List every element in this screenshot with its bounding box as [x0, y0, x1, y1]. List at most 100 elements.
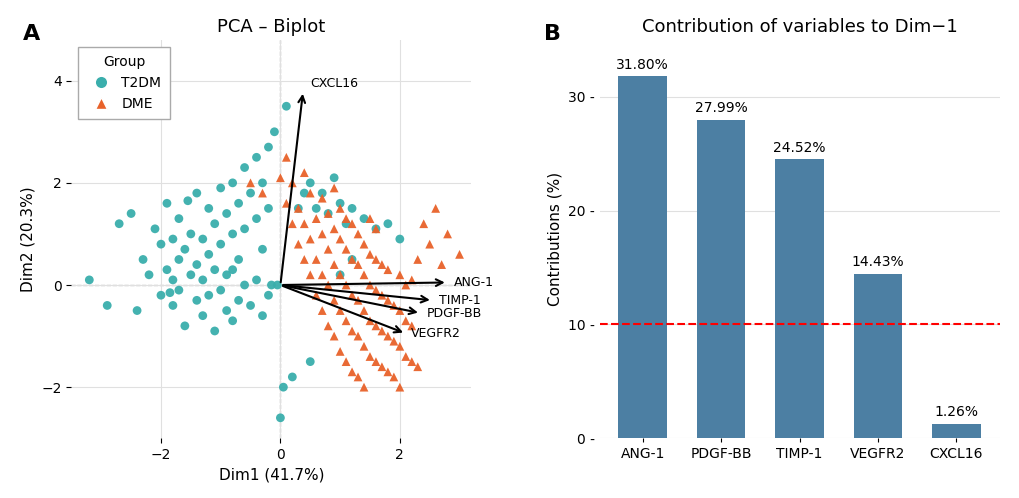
Point	[243, 189, 259, 197]
Point	[337, 281, 354, 289]
Point	[331, 271, 347, 279]
Point	[170, 286, 186, 294]
Point	[326, 225, 342, 233]
Point	[368, 358, 384, 366]
Point	[302, 189, 318, 197]
Point	[248, 276, 264, 284]
Point	[337, 358, 354, 366]
Point	[391, 271, 408, 279]
Point	[343, 327, 360, 335]
Point	[207, 327, 223, 335]
Point	[99, 301, 115, 309]
Point	[410, 255, 426, 263]
Point	[284, 220, 301, 228]
Point	[350, 260, 366, 268]
Point	[368, 225, 384, 233]
Point	[362, 215, 378, 223]
Point	[331, 204, 347, 212]
Y-axis label: Contributions (%): Contributions (%)	[546, 172, 561, 306]
Point	[224, 230, 240, 238]
Title: Contribution of variables to Dim−1: Contribution of variables to Dim−1	[641, 17, 957, 35]
Point	[201, 250, 217, 258]
Point	[391, 235, 408, 243]
Point	[356, 215, 372, 223]
Point	[201, 291, 217, 299]
Point	[368, 286, 384, 294]
Point	[159, 199, 175, 207]
Point	[260, 204, 276, 212]
Point	[296, 220, 312, 228]
Point	[176, 246, 193, 253]
Title: PCA – Biplot: PCA – Biplot	[217, 17, 325, 35]
Point	[182, 230, 199, 238]
Point	[410, 363, 426, 371]
Point	[415, 220, 431, 228]
Text: CXCL16: CXCL16	[310, 77, 358, 90]
Point	[278, 199, 294, 207]
Point	[314, 271, 330, 279]
Point	[379, 220, 395, 228]
Point	[343, 204, 360, 212]
Point	[296, 169, 312, 177]
Point	[379, 332, 395, 340]
Point	[147, 225, 163, 233]
Point	[397, 317, 414, 325]
Point	[326, 332, 342, 340]
Point	[230, 199, 247, 207]
Point	[379, 368, 395, 376]
Point	[212, 184, 228, 192]
Point	[314, 307, 330, 315]
Point	[123, 210, 140, 218]
X-axis label: Dim1 (41.7%): Dim1 (41.7%)	[218, 468, 324, 483]
Point	[320, 210, 336, 218]
Point	[289, 204, 306, 212]
Point	[404, 358, 420, 366]
Point	[254, 189, 270, 197]
Point	[404, 322, 420, 330]
Point	[404, 276, 420, 284]
Point	[302, 179, 318, 187]
Point	[254, 246, 270, 253]
Point	[278, 102, 294, 110]
Point	[128, 307, 145, 315]
Point	[284, 179, 301, 187]
Point	[362, 250, 378, 258]
Point	[135, 255, 151, 263]
Y-axis label: Dim2 (20.3%): Dim2 (20.3%)	[20, 186, 36, 292]
Point	[326, 260, 342, 268]
Text: 14.43%: 14.43%	[851, 255, 904, 269]
Point	[201, 204, 217, 212]
Point	[308, 291, 324, 299]
Point	[314, 194, 330, 202]
Point	[331, 235, 347, 243]
Point	[284, 373, 301, 381]
Point	[368, 225, 384, 233]
Point	[260, 143, 276, 151]
Text: 31.80%: 31.80%	[615, 58, 668, 72]
Point	[331, 271, 347, 279]
Point	[397, 281, 414, 289]
Point	[212, 240, 228, 248]
Point	[373, 260, 389, 268]
Point	[248, 215, 264, 223]
Point	[373, 291, 389, 299]
Point	[356, 271, 372, 279]
Point	[350, 332, 366, 340]
Point	[289, 240, 306, 248]
Point	[337, 215, 354, 223]
Legend: T2DM, DME: T2DM, DME	[78, 47, 169, 120]
Point	[170, 215, 186, 223]
Point	[195, 235, 211, 243]
Point	[269, 281, 285, 289]
Point	[224, 179, 240, 187]
Point	[176, 322, 193, 330]
Point	[320, 281, 336, 289]
Point	[373, 363, 389, 371]
Bar	[774, 159, 823, 438]
Point	[159, 266, 175, 274]
Point	[391, 307, 408, 315]
Point	[195, 312, 211, 320]
Point	[337, 317, 354, 325]
Point	[326, 296, 342, 304]
Point	[314, 230, 330, 238]
